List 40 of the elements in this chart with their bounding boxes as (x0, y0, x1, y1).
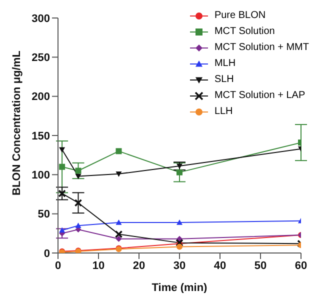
point (116, 219, 122, 225)
point (176, 219, 182, 225)
legend-label: MCT Solution + LAP (214, 89, 306, 103)
point (74, 198, 82, 207)
y-tick-label: 150 (32, 130, 50, 142)
legend-label: LLH (214, 105, 233, 119)
legend-label: MLH (214, 57, 236, 71)
y-tick-label: 300 (32, 12, 50, 25)
x-tick-label: 40 (214, 260, 226, 272)
x-tick-label: 30 (173, 260, 186, 272)
x-tick-label: 50 (254, 260, 267, 272)
point (59, 164, 66, 170)
point (59, 147, 66, 153)
y-tick-label: 50 (38, 208, 50, 221)
point (59, 227, 66, 233)
point (58, 190, 66, 198)
y-axis-title: BLON Concentration μg/mL (10, 50, 23, 196)
x-axis-title: Time (min) (152, 282, 208, 294)
legend-label: Pure BLON (214, 9, 266, 23)
y-tick-label: 250 (32, 52, 50, 64)
point (176, 169, 182, 176)
point (176, 236, 182, 242)
point (176, 244, 182, 250)
point (116, 236, 122, 242)
point (116, 148, 122, 154)
y-tick-label: 100 (32, 170, 50, 182)
point (114, 230, 123, 238)
point (75, 222, 82, 228)
y-tick-label: 0 (44, 248, 50, 260)
point (116, 171, 122, 177)
point (75, 174, 82, 180)
point (75, 168, 82, 174)
legend-label: MCT Solution (214, 25, 275, 39)
legend-label: SLH (214, 73, 234, 87)
x-tick-label: 60 (294, 260, 308, 272)
x-tick-label: 20 (132, 260, 146, 272)
x-tick-label: 10 (92, 260, 105, 272)
x-tick-label: 0 (54, 260, 62, 272)
y-tick-label: 200 (32, 91, 50, 104)
legend-label: MCT Solution + MMT (214, 41, 309, 55)
